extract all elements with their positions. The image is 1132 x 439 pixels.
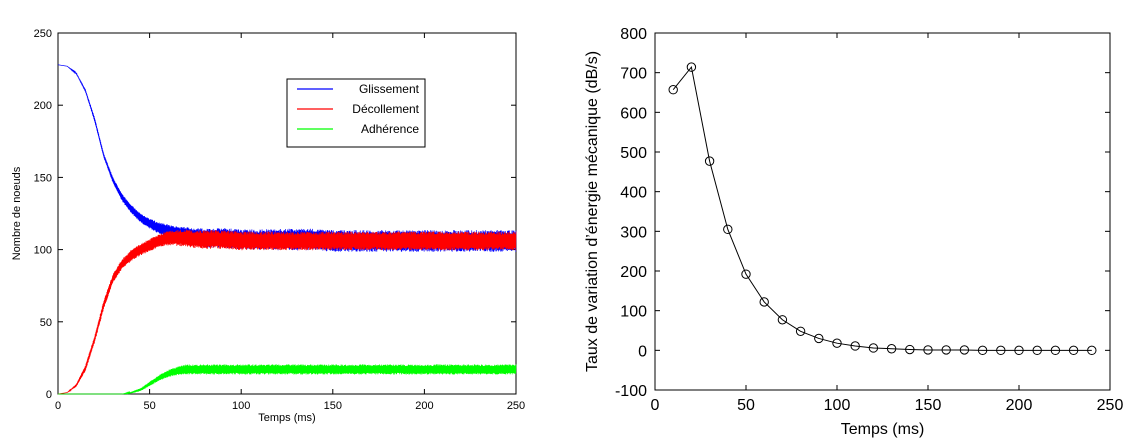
legend-box (286, 78, 426, 148)
legend-entry: Adhérence (361, 122, 419, 136)
data-point (777, 315, 788, 325)
data-point (1050, 345, 1061, 356)
data-point (723, 224, 733, 235)
series-band (57, 229, 517, 395)
series-line (672, 65, 1092, 351)
x-tick-label: 50 (143, 400, 155, 412)
legend-entry: Glissement (359, 82, 420, 96)
y-tick-label: 150 (34, 172, 52, 184)
x-tick-label: 150 (324, 400, 342, 412)
data-point (832, 338, 842, 348)
data-point (741, 269, 751, 279)
data-point (1032, 345, 1042, 356)
data-point (886, 344, 897, 354)
x-tick-label: 100 (232, 400, 250, 412)
data-point (850, 341, 860, 351)
y-tick-label: 0 (638, 343, 647, 360)
data-point (1087, 345, 1097, 356)
data-point (686, 62, 697, 72)
y-tick-label: 600 (620, 105, 647, 122)
series-energy-rate (668, 62, 1097, 356)
y-tick-label: -100 (615, 383, 647, 400)
x-tick-label: 100 (824, 397, 851, 414)
data-point (668, 85, 678, 95)
data-point (996, 345, 1006, 356)
y-tick-label: 500 (620, 145, 647, 162)
x-tick-label: 150 (915, 397, 942, 414)
legend: Glissement Décollement Adhérence (286, 78, 426, 148)
data-point (923, 345, 933, 355)
data-point (868, 343, 879, 353)
series-band (58, 364, 517, 395)
series-decollement (57, 229, 517, 395)
x-tick-label: 200 (415, 400, 433, 412)
y-tick-label: 100 (620, 304, 647, 321)
x-tick-label: 200 (1006, 397, 1033, 414)
chart-node-counts: 0 50 100 150 200 250 0 50 100 150 200 250 Temps (ms)… (11, 28, 525, 424)
y-tick-label: 200 (34, 100, 52, 112)
data-point (795, 326, 806, 336)
x-tick-label: 0 (651, 397, 660, 414)
chart-energy-rate: 0 50 100 150 200 250-100010020030040050060070… (584, 26, 1123, 438)
data-point (1014, 345, 1024, 356)
data-point (959, 345, 970, 355)
y-tick-label: 400 (620, 185, 647, 202)
x-axis-label: Temps (ms) (258, 412, 315, 424)
legend-entry: Décollement (352, 102, 419, 116)
x-tick-label: 0 (55, 400, 61, 412)
y-tick-label: 100 (34, 245, 52, 257)
x-tick-label: 250 (1097, 397, 1124, 414)
y-tick-label: 300 (620, 224, 647, 241)
data-point (1068, 345, 1079, 356)
plot-area (654, 32, 1111, 391)
y-tick-label: 200 (620, 264, 647, 281)
data-point (941, 345, 951, 355)
x-tick-label: 50 (737, 397, 755, 414)
y-tick-label: 0 (46, 389, 52, 401)
y-axis-label: Nombre de noeuds (11, 166, 23, 260)
data-point (905, 344, 915, 355)
x-tick-label: 250 (507, 400, 525, 412)
x-axis-label: Temps (ms) (841, 421, 925, 438)
y-tick-label: 250 (34, 28, 52, 40)
y-tick-label: 50 (40, 317, 52, 329)
data-point (977, 345, 988, 356)
data-point (814, 333, 824, 344)
data-point (704, 156, 715, 166)
y-tick-label: 800 (620, 26, 647, 43)
series-adherence (58, 364, 517, 395)
y-axis-label: Taux de variation d’énergie mécanique (d… (584, 51, 601, 372)
data-point (759, 297, 769, 307)
y-tick-label: 700 (620, 66, 647, 83)
